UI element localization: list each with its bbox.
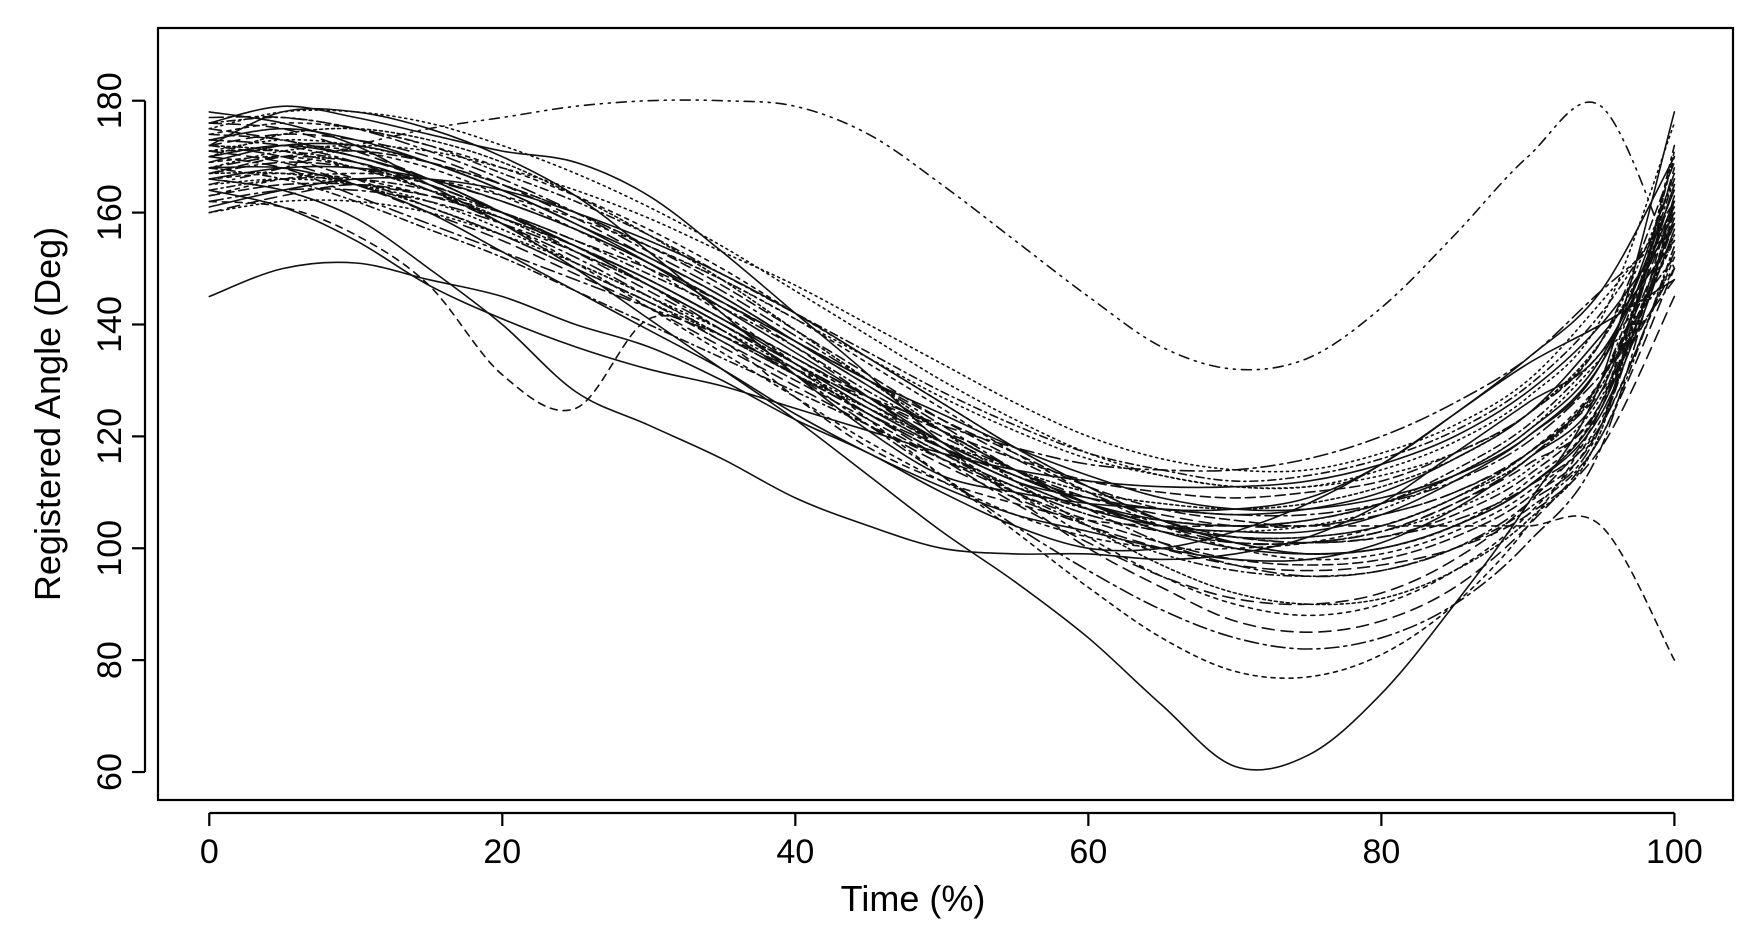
x-tick-label: 60 xyxy=(1069,833,1107,871)
series-line xyxy=(208,261,1676,552)
x-axis: 0 20 40 60 80 100 xyxy=(200,811,1703,871)
y-axis: 60 80 100 120 140 160 180 xyxy=(91,72,147,791)
series-line xyxy=(208,133,1676,546)
plot-frame xyxy=(156,26,1735,802)
series-line xyxy=(208,172,1676,561)
x-tick-label: 80 xyxy=(1362,833,1400,871)
series-line xyxy=(208,189,1676,489)
y-tick-label: 80 xyxy=(91,641,129,679)
series-line xyxy=(208,116,1676,483)
series-line xyxy=(208,199,1676,533)
x-tick-label: 100 xyxy=(1646,833,1703,871)
x-tick-label: 20 xyxy=(483,833,521,871)
series-layer xyxy=(208,99,1676,771)
y-tick-label: 180 xyxy=(91,72,129,129)
series-line xyxy=(208,127,1676,555)
series-line xyxy=(208,144,1676,679)
series-line xyxy=(208,149,1676,577)
series-line xyxy=(208,150,1676,544)
series-line xyxy=(208,176,1676,555)
y-tick-label: 140 xyxy=(91,296,129,353)
series-line xyxy=(208,144,1676,473)
y-tick-label: 100 xyxy=(91,520,129,577)
series-line xyxy=(208,111,1676,771)
x-tick-label: 40 xyxy=(776,833,814,871)
y-tick-label: 120 xyxy=(91,408,129,465)
series-line xyxy=(208,99,1676,371)
series-line xyxy=(208,139,1676,517)
series-line xyxy=(208,178,1676,545)
y-tick-label: 160 xyxy=(91,184,129,241)
y-tick-label: 60 xyxy=(91,753,129,791)
series-line xyxy=(208,115,1676,578)
series-line xyxy=(208,133,1676,499)
series-line xyxy=(208,165,1676,512)
series-line xyxy=(208,127,1676,606)
series-line xyxy=(208,144,1676,566)
series-line xyxy=(208,171,1676,510)
series-line xyxy=(208,176,1676,540)
series-line xyxy=(208,155,1676,472)
series-line xyxy=(208,150,1676,572)
series-line xyxy=(208,155,1676,551)
series-line xyxy=(208,109,1676,490)
series-line xyxy=(208,165,1676,562)
x-tick-label: 0 xyxy=(200,833,219,871)
series-line xyxy=(208,122,1676,555)
series-line xyxy=(208,188,1676,544)
series-line xyxy=(208,167,1676,527)
x-axis-title: Time (%) xyxy=(841,878,986,919)
series-line xyxy=(208,105,1676,512)
y-axis-title: Registered Angle (Deg) xyxy=(27,227,68,601)
series-line xyxy=(208,144,1676,540)
